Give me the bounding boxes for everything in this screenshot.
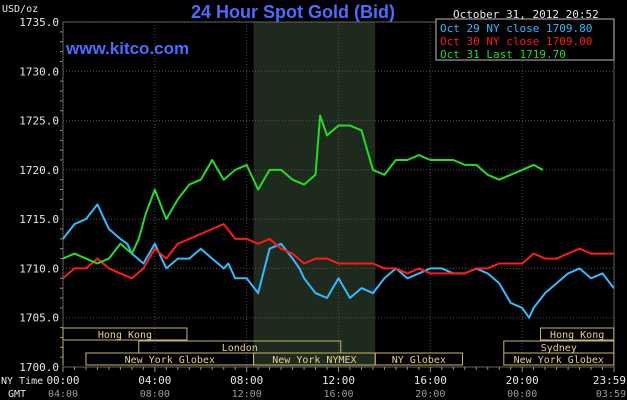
- session-box: [503, 352, 615, 366]
- session-label: New York Globex: [514, 355, 604, 366]
- x-tick-label-ny: 23:59: [593, 374, 626, 387]
- y-tick-labels: 1735.0 1730.0 1725.0 1720.0 1715.0 1710.0 1705…: [19, 16, 59, 374]
- price-series: [62, 114, 615, 319]
- legend-oct29: Oct 29 NY close 1709.80: [440, 22, 592, 35]
- y-tick-label: 1705.0: [19, 312, 59, 325]
- session-label: Sydney: [541, 343, 577, 354]
- x-tick-label-ny: 04:00: [138, 374, 171, 387]
- x-tick-label-gmt: 03:59: [596, 389, 626, 400]
- gmt-label: GMT: [8, 389, 26, 400]
- session-label: Hong Kong: [98, 330, 152, 341]
- x-tick-labels: 00:00 04:00 04:00 08:00 08:00 12:00 12:00 16:00…: [46, 374, 626, 400]
- ny-time-label: NY Time: [1, 376, 43, 387]
- session-label: NY Globex: [392, 355, 446, 366]
- series-line-0: [62, 203, 615, 319]
- series-line-2: [62, 114, 544, 265]
- series-line-1: [62, 223, 614, 280]
- chart-title: 24 Hour Spot Gold (Bid): [191, 2, 395, 22]
- date-stamp: October 31, 2012 20:52: [453, 8, 599, 21]
- x-tick-label-ny: 00:00: [46, 374, 79, 387]
- session-box: [540, 327, 615, 341]
- x-tick-label-gmt: 04:00: [48, 389, 78, 400]
- market-sessions: Hong Kong London New York Globex New York N…: [62, 327, 615, 366]
- y-tick-label: 1735.0: [19, 16, 59, 29]
- x-tick-label-ny: 08:00: [230, 374, 263, 387]
- legend-box: October 31, 2012 20:52 Oct 29 NY close 1…: [435, 8, 615, 61]
- y-tick-label: 1730.0: [19, 65, 59, 78]
- y-tick-label: 1725.0: [19, 115, 59, 128]
- legend-oct30: Oct 30 NY close 1709.00: [440, 35, 592, 48]
- nymex-session-band: [253, 22, 376, 367]
- x-tick-label-gmt: 12:00: [232, 389, 262, 400]
- session-label: London: [222, 343, 258, 354]
- legend-oct31: Oct 31 Last 1719.70: [440, 48, 566, 61]
- x-tick-label-gmt: 00:00: [507, 389, 537, 400]
- x-tick-label-gmt: 16:00: [323, 389, 353, 400]
- x-tick-label-gmt: 08:00: [140, 389, 170, 400]
- session-label: New York NYMEX: [272, 355, 356, 366]
- y-tick-label: 1715.0: [19, 213, 59, 226]
- y-tick-label: 1720.0: [19, 164, 59, 177]
- y-tick-label: 1710.0: [19, 262, 59, 275]
- x-tick-label-gmt: 20:00: [415, 389, 445, 400]
- y-axis-unit: USD/oz: [2, 4, 38, 15]
- x-tick-label-ny: 16:00: [414, 374, 447, 387]
- session-label: New York Globex: [125, 355, 215, 366]
- session-label: Hong Kong: [550, 330, 604, 341]
- y-tick-label: 1700.0: [19, 361, 59, 374]
- site-watermark: www.kitco.com: [65, 39, 189, 58]
- session-box: [374, 352, 463, 366]
- x-tick-label-ny: 12:00: [322, 374, 355, 387]
- x-tick-label-ny: 20:00: [506, 374, 539, 387]
